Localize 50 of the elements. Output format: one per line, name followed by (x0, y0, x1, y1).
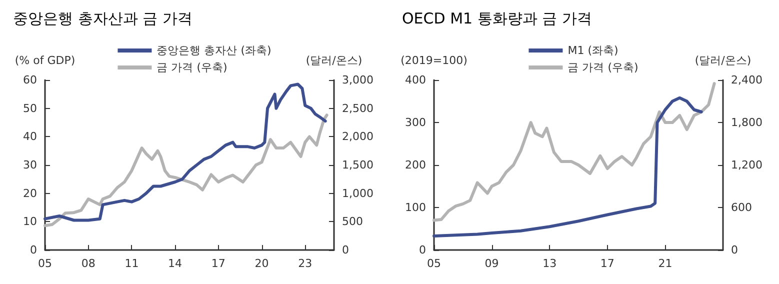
y2-tick-label: 0 (731, 244, 738, 256)
y2-tick-label: 500 (342, 215, 363, 228)
y2-axis-title: (달러/온스) (694, 54, 752, 67)
x-tick-label: 17 (600, 257, 614, 270)
line-series (432, 82, 716, 222)
line-series (44, 114, 328, 228)
y-tick-label: 0 (30, 244, 37, 256)
y2-tick-label: 1,200 (731, 158, 762, 172)
y-axis-title: (2019=100) (400, 54, 468, 67)
x-tick-label: 11 (124, 257, 139, 270)
x-tick-label: 09 (484, 257, 499, 270)
y2-tick-label: 1,800 (731, 116, 762, 129)
line-series (432, 96, 703, 238)
y-tick-label: 400 (405, 74, 426, 86)
x-tick-label: 14 (168, 257, 182, 270)
x-tick-label: 23 (298, 257, 312, 270)
x-tick-label: 13 (542, 257, 557, 270)
y-tick-label: 200 (405, 158, 426, 172)
y-tick-label: 20 (23, 186, 37, 200)
y-tick-label: 30 (23, 158, 37, 172)
legend-label: M1 (좌축) (568, 44, 618, 57)
y2-tick-label: 1,000 (342, 186, 374, 200)
y2-tick-label: 2,400 (731, 74, 762, 86)
y-tick-label: 60 (23, 74, 37, 86)
y2-tick-label: 0 (342, 244, 349, 256)
y-tick-label: 10 (23, 215, 37, 228)
y2-tick-label: 2,500 (342, 102, 374, 115)
y2-tick-label: 1,500 (342, 158, 374, 172)
chart-title: 중앙은행 총자산과 금 가격 (13, 10, 192, 28)
chart-title: OECD M1 통화량과 금 가격 (402, 10, 592, 28)
x-tick-label: 20 (254, 257, 269, 270)
legend-label: 중앙은행 총자산 (좌축) (156, 44, 272, 57)
y-tick-label: 100 (405, 201, 426, 214)
legend-label: 금 가격 (우축) (568, 61, 638, 74)
y2-tick-label: 2,000 (342, 130, 374, 144)
y2-tick-label: 3,000 (342, 74, 374, 86)
x-tick-label: 05 (38, 257, 52, 270)
line-series (44, 82, 327, 222)
y-tick-label: 0 (419, 244, 426, 256)
y-axis-title: (% of GDP) (14, 54, 76, 67)
legend-label: 금 가격 (우축) (156, 61, 228, 74)
x-tick-label: 21 (658, 257, 672, 270)
y-tick-label: 300 (405, 116, 426, 129)
x-tick-label: 05 (427, 257, 441, 270)
y-tick-label: 50 (23, 102, 37, 115)
x-tick-label: 08 (81, 257, 96, 270)
y-tick-label: 40 (23, 130, 37, 144)
x-tick-label: 17 (211, 257, 226, 270)
y2-tick-label: 600 (731, 201, 752, 214)
y2-axis-title: (달러/온스) (306, 54, 362, 67)
